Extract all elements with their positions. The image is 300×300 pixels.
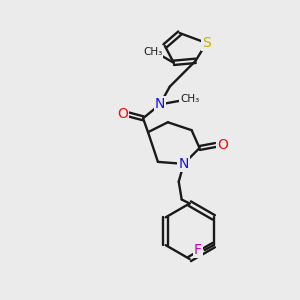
Text: O: O <box>117 107 128 121</box>
Text: O: O <box>217 138 228 152</box>
Text: F: F <box>194 243 202 257</box>
Text: S: S <box>202 36 211 50</box>
Text: N: N <box>178 157 189 171</box>
Text: N: N <box>155 98 165 111</box>
Text: CH₃: CH₃ <box>180 94 199 104</box>
Text: CH₃: CH₃ <box>143 47 162 57</box>
